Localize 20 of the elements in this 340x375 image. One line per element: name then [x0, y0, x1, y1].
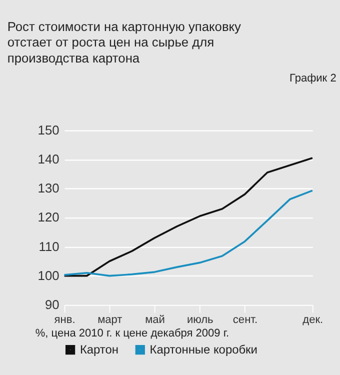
- y-tick-label: 90: [44, 297, 60, 312]
- x-tick-label: июль: [186, 314, 214, 326]
- line-series: [63, 157, 314, 277]
- y-tick-label: 110: [38, 238, 60, 254]
- y-tick-label: 130: [38, 180, 60, 196]
- x-tick-label: янв.: [54, 314, 76, 326]
- legend-label: Картон: [80, 342, 118, 356]
- x-tick-label: дек.: [302, 314, 324, 326]
- y-tick-label: 150: [38, 122, 60, 138]
- x-tick-label: май: [145, 314, 165, 326]
- line-series: [63, 190, 314, 277]
- x-tick-label: сент.: [232, 314, 258, 326]
- legend-label: Картонные коробки: [150, 342, 258, 356]
- text: График 2: [289, 72, 336, 85]
- x-tick-label: март: [98, 314, 122, 326]
- y-tick-label: 120: [38, 210, 60, 225]
- chart-title: Рост стоимости на картонную упаковку отстает от роста цен на сырье для производства картона: [7, 19, 242, 66]
- y-tick-label: 100: [38, 268, 60, 283]
- x-axis-title: %, цена 2010 г. к цене декабря 2009 г.: [35, 328, 230, 340]
- y-tick-label: 140: [38, 152, 60, 167]
